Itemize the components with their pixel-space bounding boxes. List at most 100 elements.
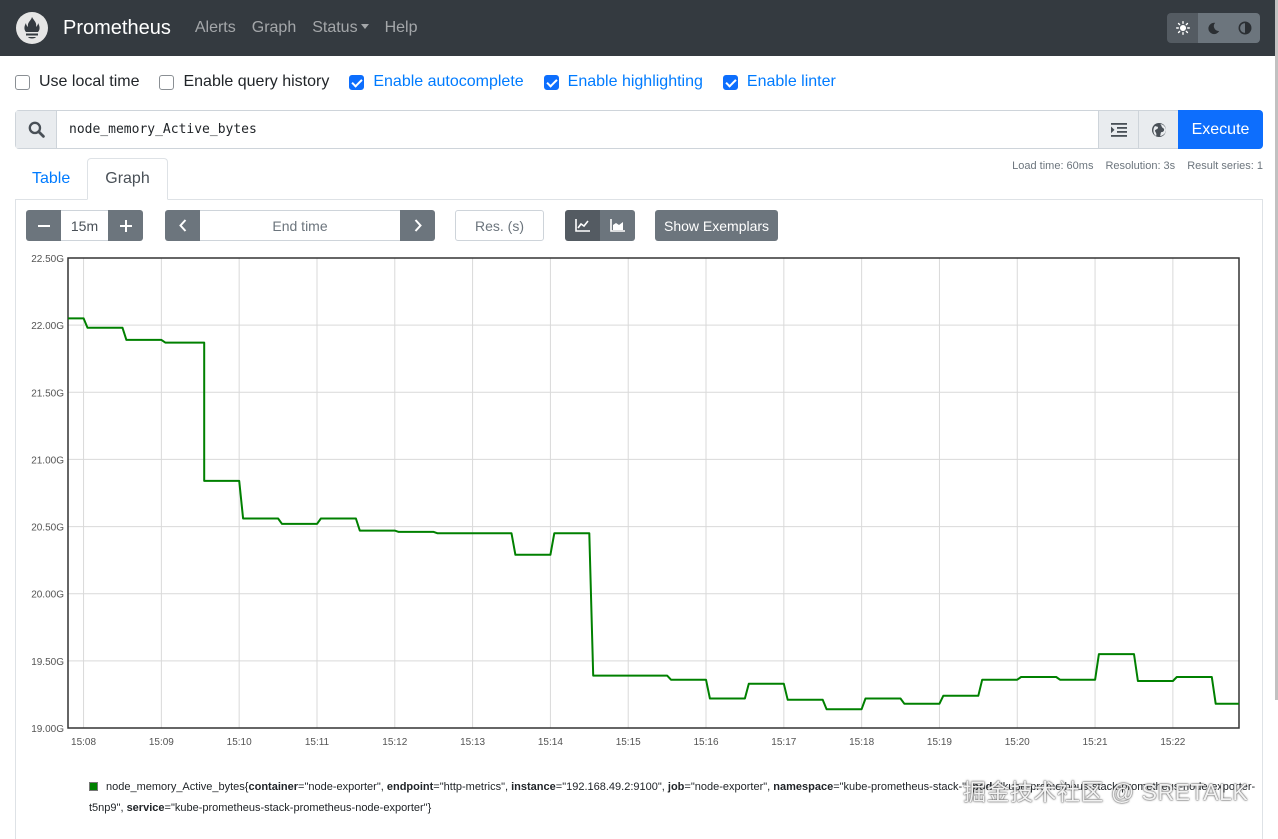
contrast-icon bbox=[1238, 21, 1251, 35]
x-tick-label: 15:08 bbox=[71, 737, 96, 748]
next-time-button[interactable] bbox=[400, 210, 435, 241]
x-tick-label: 15:18 bbox=[849, 737, 874, 748]
sun-icon bbox=[1175, 21, 1190, 35]
unstacked-chart-button[interactable] bbox=[565, 210, 600, 241]
range-control: 15m bbox=[26, 210, 143, 241]
option-label: Enable query history bbox=[183, 73, 330, 90]
x-tick-label: 15:14 bbox=[538, 737, 563, 748]
x-tick-label: 15:17 bbox=[771, 737, 796, 748]
label-value: "http-metrics" bbox=[439, 781, 505, 793]
x-tick-label: 15:11 bbox=[305, 737, 330, 748]
y-tick-label: 21.00G bbox=[31, 455, 64, 466]
plot-frame bbox=[67, 257, 1240, 729]
legend-metric: node_memory_Active_bytes bbox=[106, 781, 245, 793]
label-key: namespace bbox=[773, 781, 834, 793]
show-exemplars-button[interactable]: Show Exemplars bbox=[655, 210, 779, 241]
x-tick-label: 15:10 bbox=[227, 737, 252, 748]
theme-toggle-group bbox=[1167, 13, 1260, 43]
series-color-swatch[interactable] bbox=[89, 782, 98, 791]
resolution-control: Res. (s) bbox=[455, 210, 544, 241]
tab-table[interactable]: Table bbox=[32, 170, 71, 187]
label-key: instance bbox=[511, 781, 556, 793]
exemplars-control: Show Exemplars bbox=[655, 210, 779, 241]
chevron-left-icon bbox=[178, 219, 186, 232]
query-stats: Load time: 60ms Resolution: 3s Result se… bbox=[1000, 160, 1263, 172]
nav-graph[interactable]: Graph bbox=[251, 19, 297, 36]
x-tick-label: 15:13 bbox=[460, 737, 485, 748]
checkbox[interactable] bbox=[159, 74, 175, 90]
chevron-right-icon bbox=[414, 219, 422, 232]
option-use-local-time[interactable]: Use local time bbox=[15, 73, 139, 91]
tab-graph[interactable]: Graph bbox=[87, 158, 168, 200]
label-value: "kube-prometheus-stack-" bbox=[839, 781, 967, 793]
x-tick-label: 15:20 bbox=[1005, 737, 1030, 748]
graph-legend: node_memory_Active_bytes{container="node… bbox=[89, 781, 1256, 814]
expression-bar: node_memory_Active_bytes Execute bbox=[15, 110, 1263, 149]
option-label: Enable linter bbox=[746, 73, 836, 90]
chart-type-toggle bbox=[565, 210, 635, 241]
option-enable-highlighting[interactable]: Enable highlighting bbox=[543, 73, 703, 91]
load-time: Load time: 60ms bbox=[1012, 160, 1094, 172]
label-key: endpoint bbox=[386, 781, 434, 793]
theme-auto-button[interactable] bbox=[1229, 13, 1260, 43]
navbar: Prometheus Alerts Graph Status Help bbox=[0, 0, 1276, 56]
x-tick-label: 15:16 bbox=[694, 737, 719, 748]
label-key: container bbox=[248, 781, 298, 793]
option-label: Enable autocomplete bbox=[373, 73, 524, 90]
execute-button[interactable]: Execute bbox=[1178, 110, 1263, 149]
view-tabs: Table Graph bbox=[15, 158, 168, 200]
option-enable-linter[interactable]: Enable linter bbox=[722, 73, 836, 91]
y-tick-label: 20.50G bbox=[31, 523, 64, 534]
area-chart-icon bbox=[610, 219, 625, 232]
plus-icon bbox=[119, 219, 132, 232]
y-tick-label: 20.00G bbox=[31, 590, 64, 601]
nav-alerts[interactable]: Alerts bbox=[194, 19, 236, 36]
increase-range-button[interactable] bbox=[108, 210, 143, 241]
expression-input[interactable]: node_memory_Active_bytes bbox=[69, 122, 257, 137]
option-enable-query-history[interactable]: Enable query history bbox=[159, 73, 329, 91]
nav-status[interactable]: Status bbox=[312, 19, 369, 37]
checkbox[interactable] bbox=[349, 74, 365, 90]
label-value: "node-exporter" bbox=[690, 781, 768, 793]
range-input[interactable]: 15m bbox=[61, 210, 108, 241]
label-key: service bbox=[126, 802, 165, 814]
checkbox[interactable] bbox=[543, 74, 559, 90]
checkbox[interactable] bbox=[722, 74, 738, 90]
end-time-input[interactable]: End time bbox=[200, 210, 400, 241]
caret-down-icon bbox=[360, 24, 369, 29]
theme-light-button[interactable] bbox=[1167, 13, 1198, 43]
result-series: Result series: 1 bbox=[1187, 160, 1263, 172]
previous-time-button[interactable] bbox=[165, 210, 200, 241]
page-scrollbar[interactable] bbox=[1275, 0, 1278, 700]
label-value: "kube-prometheus-stack-prometheus-node-e… bbox=[170, 802, 428, 814]
decrease-range-button[interactable] bbox=[26, 210, 61, 241]
y-tick-label: 21.50G bbox=[31, 388, 64, 399]
search-icon bbox=[16, 111, 57, 148]
query-options: Use local time Enable query history Enab… bbox=[15, 70, 856, 94]
end-time-control: End time bbox=[165, 210, 435, 241]
series-line bbox=[68, 317, 1239, 711]
label-key: job bbox=[667, 781, 685, 793]
theme-dark-button[interactable] bbox=[1198, 13, 1229, 43]
option-enable-autocomplete[interactable]: Enable autocomplete bbox=[349, 73, 524, 91]
checkbox[interactable] bbox=[15, 74, 30, 90]
graph-panel bbox=[15, 199, 1263, 839]
stacked-chart-button[interactable] bbox=[600, 210, 635, 241]
brand[interactable]: Prometheus bbox=[16, 12, 171, 44]
nav-help[interactable]: Help bbox=[384, 19, 418, 36]
x-tick-label: 15:22 bbox=[1160, 737, 1185, 748]
brand-title: Prometheus bbox=[63, 16, 171, 39]
option-label: Enable highlighting bbox=[567, 73, 703, 90]
resolution-input[interactable]: Res. (s) bbox=[455, 210, 544, 241]
label-value: "kube-prometheus-stack-prometheus-node-e… bbox=[89, 781, 1256, 814]
y-tick-label: 19.50G bbox=[31, 657, 64, 668]
metrics-explorer-button[interactable] bbox=[1138, 111, 1178, 148]
line-chart-icon bbox=[575, 219, 590, 232]
label-value: "192.168.49.2:9100" bbox=[562, 781, 662, 793]
indent-icon bbox=[1110, 122, 1127, 137]
resolution: Resolution: 3s bbox=[1105, 160, 1176, 172]
y-tick-label: 19.00G bbox=[31, 724, 64, 735]
x-tick-label: 15:19 bbox=[927, 737, 952, 748]
format-expression-button[interactable] bbox=[1098, 111, 1138, 148]
